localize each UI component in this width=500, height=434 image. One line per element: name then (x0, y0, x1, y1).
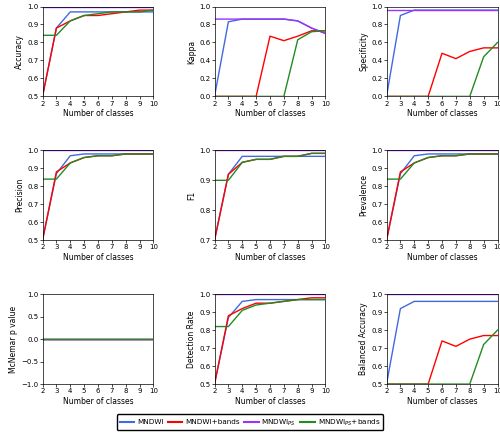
X-axis label: Number of classes: Number of classes (234, 109, 306, 118)
X-axis label: Number of classes: Number of classes (234, 397, 306, 406)
Y-axis label: Detection Rate: Detection Rate (188, 310, 196, 368)
Y-axis label: Prevalence: Prevalence (360, 174, 368, 216)
Y-axis label: Kappa: Kappa (188, 39, 196, 63)
X-axis label: Number of classes: Number of classes (62, 397, 134, 406)
X-axis label: Number of classes: Number of classes (406, 253, 478, 262)
Y-axis label: F1: F1 (188, 191, 196, 200)
X-axis label: Number of classes: Number of classes (62, 109, 134, 118)
Y-axis label: Accuracy: Accuracy (16, 34, 24, 69)
Y-axis label: Specificity: Specificity (360, 32, 368, 71)
X-axis label: Number of classes: Number of classes (406, 397, 478, 406)
X-axis label: Number of classes: Number of classes (406, 109, 478, 118)
Y-axis label: Balanced Accuracy: Balanced Accuracy (360, 303, 368, 375)
Y-axis label: McNemar p value: McNemar p value (10, 306, 18, 373)
Y-axis label: Precision: Precision (16, 178, 24, 213)
X-axis label: Number of classes: Number of classes (62, 253, 134, 262)
Legend: MNDWI, MNDWI+bands, MNDWI$_{PS}$, MNDWI$_{PS}$+bands: MNDWI, MNDWI+bands, MNDWI$_{PS}$, MNDWI$… (116, 414, 384, 431)
X-axis label: Number of classes: Number of classes (234, 253, 306, 262)
